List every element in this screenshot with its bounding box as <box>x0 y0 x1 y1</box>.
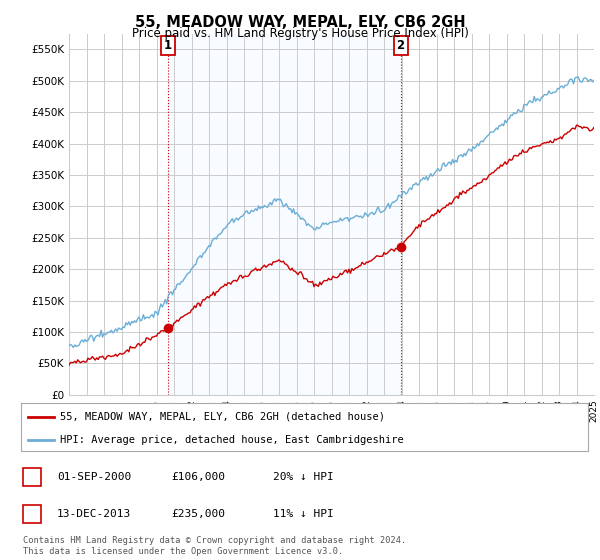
Text: 55, MEADOW WAY, MEPAL, ELY, CB6 2GH: 55, MEADOW WAY, MEPAL, ELY, CB6 2GH <box>134 15 466 30</box>
Text: 2: 2 <box>28 507 36 521</box>
Text: £106,000: £106,000 <box>171 472 225 482</box>
Text: HPI: Average price, detached house, East Cambridgeshire: HPI: Average price, detached house, East… <box>59 435 403 445</box>
Text: 20% ↓ HPI: 20% ↓ HPI <box>273 472 334 482</box>
Text: Price paid vs. HM Land Registry's House Price Index (HPI): Price paid vs. HM Land Registry's House … <box>131 27 469 40</box>
Text: 2: 2 <box>397 39 404 52</box>
Text: £235,000: £235,000 <box>171 509 225 519</box>
Text: 13-DEC-2013: 13-DEC-2013 <box>57 509 131 519</box>
Text: 1: 1 <box>28 470 36 484</box>
Text: 11% ↓ HPI: 11% ↓ HPI <box>273 509 334 519</box>
Text: 01-SEP-2000: 01-SEP-2000 <box>57 472 131 482</box>
Text: 55, MEADOW WAY, MEPAL, ELY, CB6 2GH (detached house): 55, MEADOW WAY, MEPAL, ELY, CB6 2GH (det… <box>59 412 385 422</box>
Text: Contains HM Land Registry data © Crown copyright and database right 2024.
This d: Contains HM Land Registry data © Crown c… <box>23 536 406 556</box>
Bar <box>168 34 401 395</box>
Text: 1: 1 <box>164 39 172 52</box>
